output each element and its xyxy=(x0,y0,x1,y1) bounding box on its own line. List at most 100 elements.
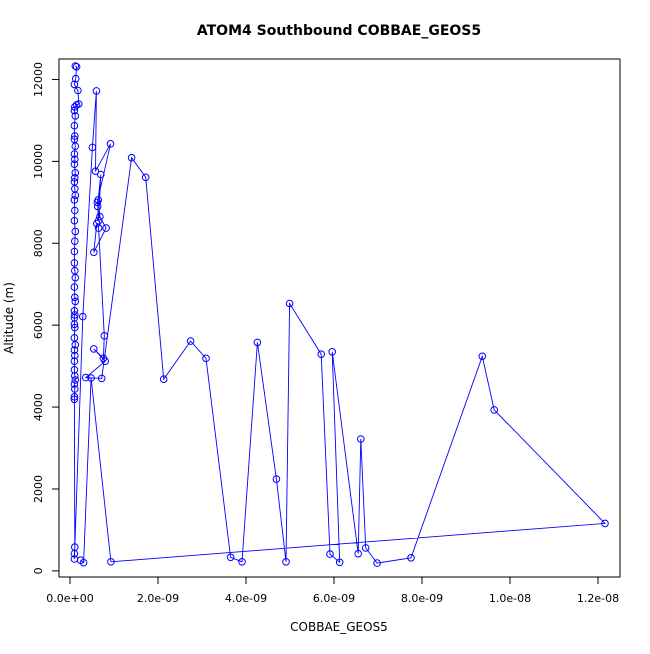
data-point xyxy=(70,80,79,89)
data-point xyxy=(79,312,87,321)
x-tick-label: 0.0e+00 xyxy=(46,592,93,605)
data-point xyxy=(70,121,79,130)
data-point xyxy=(71,341,80,349)
data-point xyxy=(226,553,235,562)
data-point xyxy=(71,174,79,182)
data-point xyxy=(71,74,80,83)
data-point xyxy=(91,167,100,175)
data-point xyxy=(70,549,79,558)
data-point xyxy=(127,153,136,162)
data-point xyxy=(490,406,499,414)
data-point xyxy=(94,224,103,232)
data-point xyxy=(101,357,109,366)
x-tick-label: 1.0e-08 xyxy=(489,592,531,605)
y-axis: 0 2000 4000 6000 8000 10000 12000 xyxy=(32,62,60,574)
data-point xyxy=(71,311,79,319)
data-point xyxy=(601,519,609,528)
data-point xyxy=(70,259,79,267)
data-point xyxy=(90,248,98,257)
data-point xyxy=(253,338,262,347)
data-point xyxy=(71,385,79,393)
data-point xyxy=(70,380,79,388)
data-point xyxy=(97,374,106,383)
series-line xyxy=(73,65,606,564)
data-point xyxy=(361,544,370,552)
data-point xyxy=(71,372,79,380)
y-tick-label: 4000 xyxy=(32,393,45,421)
data-point xyxy=(326,550,334,558)
data-point xyxy=(71,132,79,140)
data-point xyxy=(70,106,79,115)
data-point xyxy=(71,169,80,177)
data-point xyxy=(328,348,337,356)
data-point xyxy=(70,393,79,401)
data-point xyxy=(71,112,80,120)
data-point xyxy=(71,62,80,70)
data-point xyxy=(106,140,115,148)
data-point xyxy=(96,212,104,221)
y-tick-label: 2000 xyxy=(32,475,45,503)
data-point xyxy=(71,103,79,111)
data-point xyxy=(100,332,109,340)
data-point xyxy=(70,320,79,329)
data-point xyxy=(70,283,79,291)
y-tick-label: 8000 xyxy=(32,229,45,257)
data-point xyxy=(88,143,97,152)
data-point xyxy=(70,196,79,204)
x-axis: 0.0e+00 2.0e-09 4.0e-09 6.0e-09 8.0e-09 1.0e-… xyxy=(46,576,619,605)
x-axis-label: COBBAE_GEOS5 xyxy=(290,620,388,634)
data-point xyxy=(202,354,210,363)
data-point xyxy=(70,150,79,158)
data-point xyxy=(90,345,98,353)
data-point xyxy=(159,375,168,384)
y-tick-label: 10000 xyxy=(32,144,45,179)
data-point xyxy=(71,206,79,215)
data-point xyxy=(373,559,381,567)
data-point xyxy=(70,395,79,404)
data-point xyxy=(70,357,79,366)
data-point xyxy=(238,558,246,566)
data-point xyxy=(71,191,80,200)
data-point xyxy=(92,87,101,95)
series-layer xyxy=(70,62,609,567)
y-axis-label: Altitude (m) xyxy=(2,282,16,354)
x-tick-label: 4.0e-09 xyxy=(225,592,267,605)
data-point xyxy=(335,558,344,567)
data-point xyxy=(70,160,79,168)
data-point xyxy=(407,554,415,562)
data-point xyxy=(70,346,79,354)
data-point xyxy=(71,155,79,164)
x-tick-label: 2.0e-09 xyxy=(137,592,179,605)
data-point xyxy=(272,475,281,483)
data-point xyxy=(71,293,79,302)
data-point xyxy=(102,224,110,232)
data-point xyxy=(97,170,105,179)
y-tick-label: 6000 xyxy=(32,311,45,339)
data-point xyxy=(93,219,101,228)
data-point xyxy=(72,63,81,71)
data-point xyxy=(71,237,79,245)
data-point xyxy=(76,556,85,565)
x-tick-label: 1.2e-08 xyxy=(577,592,619,605)
x-tick-label: 6.0e-09 xyxy=(313,592,355,605)
data-point xyxy=(478,352,487,361)
data-point xyxy=(71,297,80,306)
x-tick-label: 8.0e-09 xyxy=(401,592,443,605)
data-point xyxy=(357,435,365,443)
y-tick-label: 0 xyxy=(32,567,45,574)
data-point xyxy=(71,323,79,332)
data-point xyxy=(71,273,80,282)
data-point xyxy=(71,227,80,236)
data-point xyxy=(94,196,102,204)
data-point xyxy=(71,142,80,150)
chart-title: ATOM4 Southbound COBBAE_GEOS5 xyxy=(197,23,481,39)
data-point xyxy=(186,337,195,345)
data-point xyxy=(285,299,294,308)
data-point xyxy=(70,216,79,225)
data-point xyxy=(71,376,80,384)
data-point xyxy=(70,247,79,256)
data-point xyxy=(74,86,82,95)
